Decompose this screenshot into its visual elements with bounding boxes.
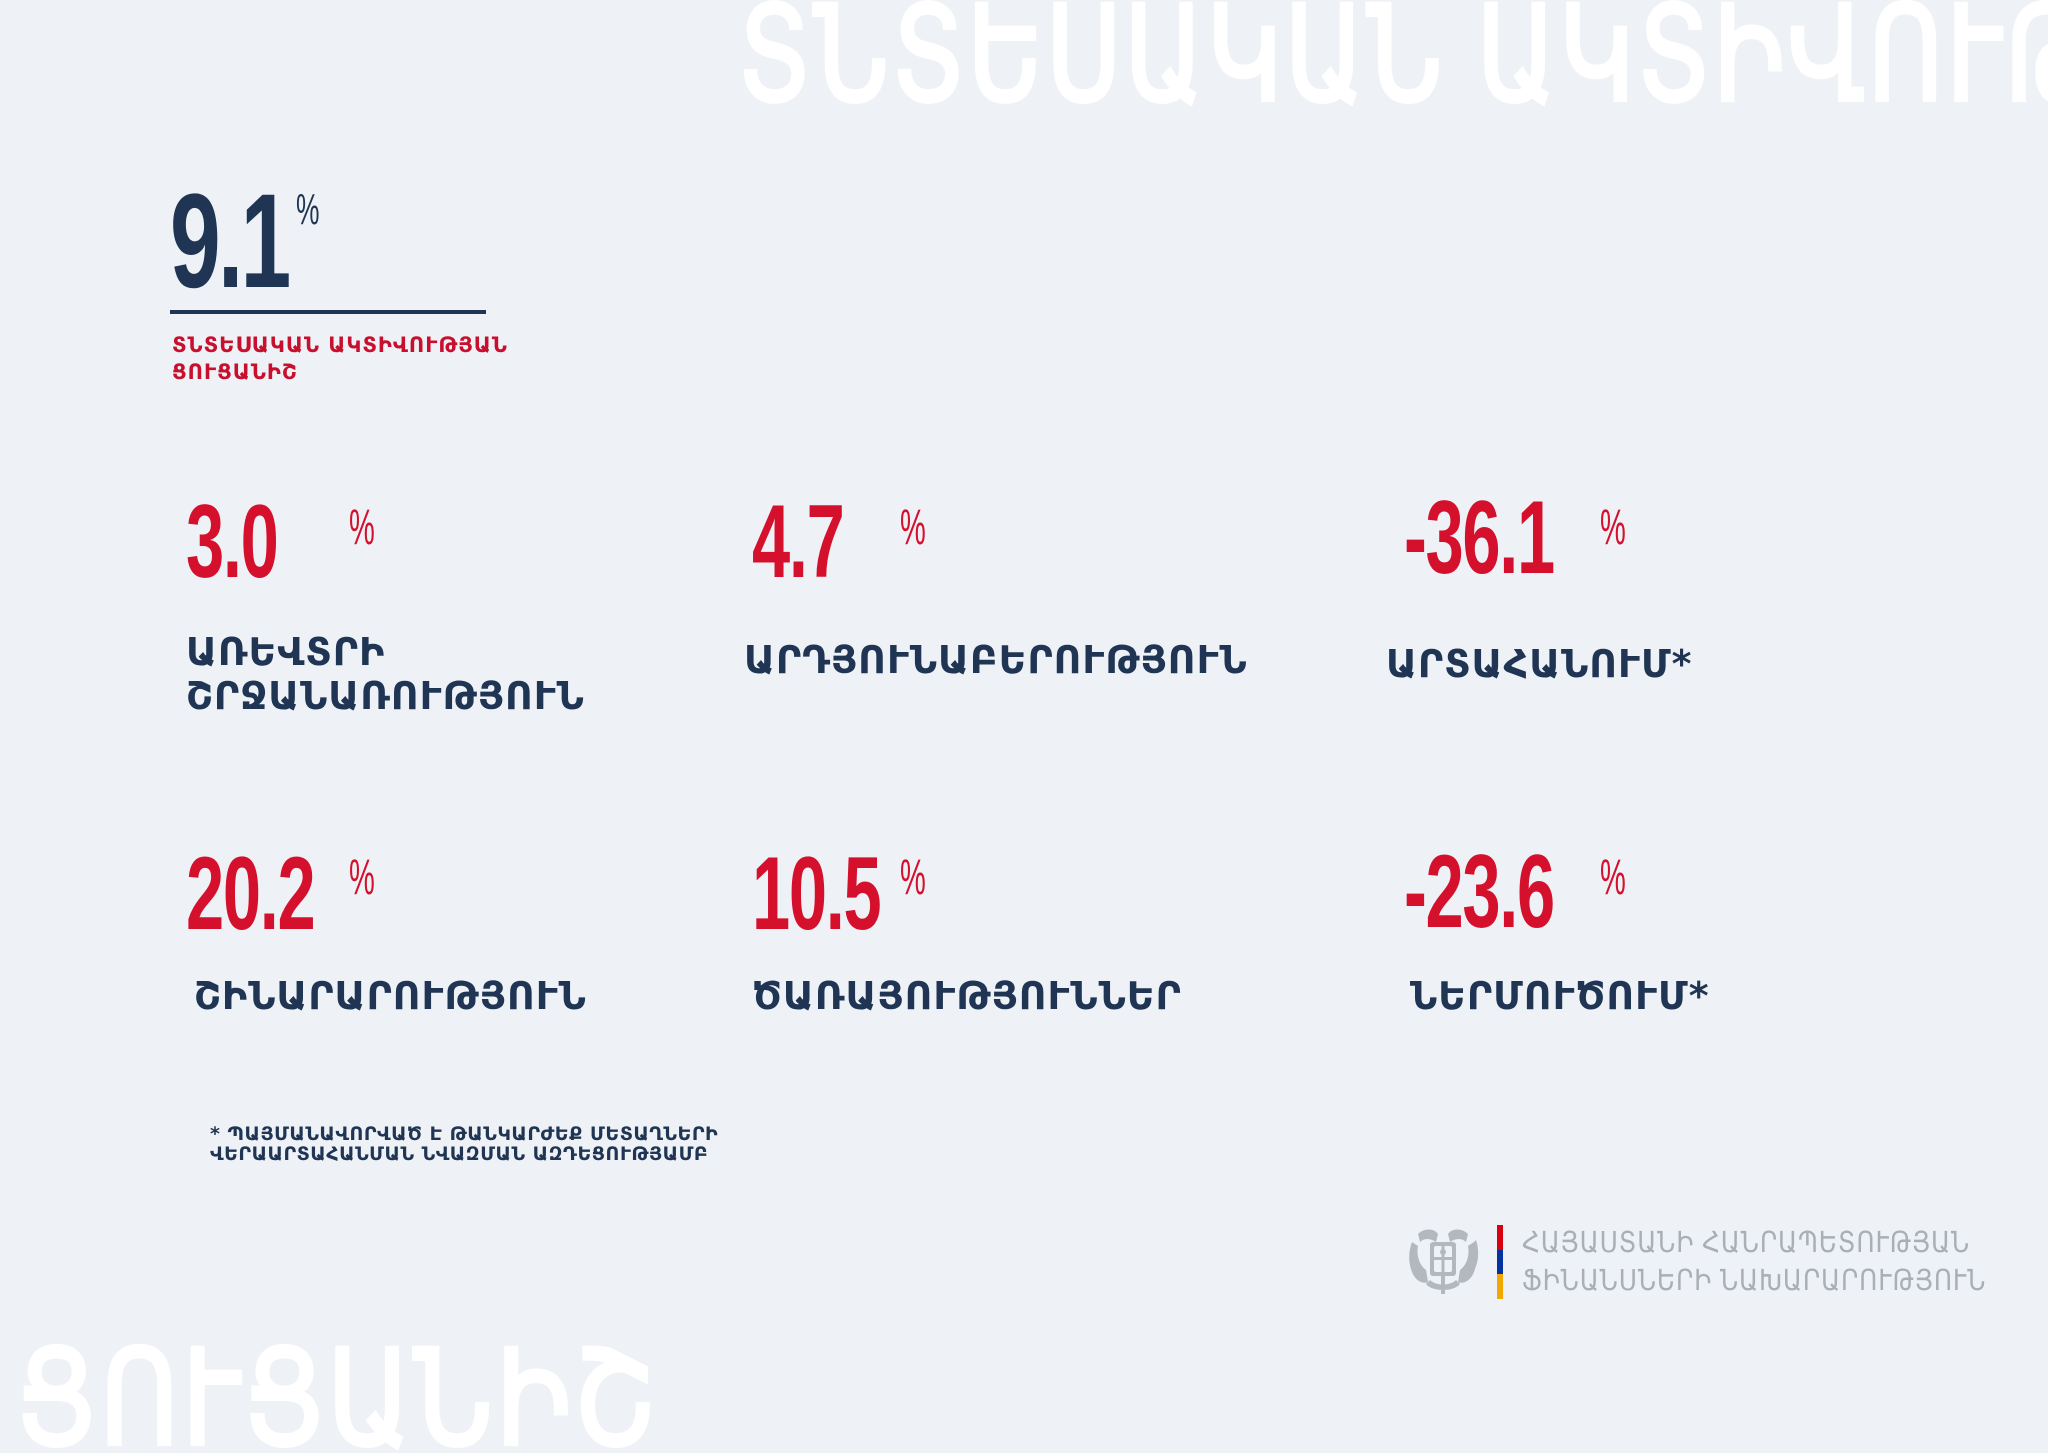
stat-value: 10.5	[752, 836, 882, 952]
stat-retail-turnover: 3.0 % ԱՌԵՎՏՐԻ ՇՐՋԱՆԱՌՈՒԹՅՈՒՆ	[186, 484, 584, 718]
headline-divider	[170, 310, 486, 314]
stat-label: ԱՐԴՅՈՒՆԱԲԵՐՈՒԹՅՈՒՆ	[744, 638, 1248, 682]
stat-exports: -36.1 % ԱՐՏԱՀԱՆՈՒՄ*	[1386, 480, 1691, 686]
headline-indicator: 9.1 %	[170, 175, 344, 309]
coat-of-arms-icon	[1409, 1229, 1479, 1294]
stat-percent-sign: %	[349, 849, 375, 905]
ministry-name: ՀԱՅԱՍՏԱՆԻ ՀԱՆՐԱՊԵՏՈՒԹՅԱՆ ՖԻՆԱՆՍՆԵՐԻ ՆԱԽԱ…	[1522, 1227, 1987, 1297]
stat-construction: 20.2 % ՇԻՆԱՐԱՐՈՒԹՅՈՒՆ	[186, 836, 586, 1018]
stat-value: 20.2	[186, 836, 316, 952]
stat-percent-sign: %	[900, 849, 926, 905]
stat-imports: -23.6 % ՆԵՐՄՈՒԾՈՒՄ*	[1404, 834, 1709, 1018]
stat-services: 10.5 % ԾԱՌԱՅՈՒԹՅՈՒՆՆԵՐ	[752, 836, 1181, 1018]
armenian-flag-bar	[1497, 1225, 1503, 1299]
stat-label: ՆԵՐՄՈՒԾՈՒՄ*	[1410, 974, 1710, 1018]
stat-label: ՇԻՆԱՐԱՐՈՒԹՅՈՒՆ	[194, 974, 587, 1018]
footnote: * ՊԱՅՄԱՆԱՎՈՐՎԱԾ Է ԹԱՆԿԱՐԺԵՔ ՄԵՏԱՂՆԵՐԻ ՎԵ…	[210, 1123, 719, 1165]
stat-percent-sign: %	[1600, 849, 1626, 905]
headline-label: ՏՆՏԵՍԱԿԱՆ ԱԿՏԻՎՈՒԹՅԱՆ ՑՈՒՑԱՆԻՇ	[172, 333, 508, 384]
stat-value: 4.7	[752, 484, 845, 600]
stat-industrial-output: 4.7 % ԱՐԴՅՈՒՆԱԲԵՐՈՒԹՅՈՒՆ	[744, 484, 1247, 682]
stat-percent-sign: %	[1600, 499, 1626, 555]
stat-value: 3.0	[186, 484, 279, 600]
stat-value: -36.1	[1404, 480, 1555, 596]
watermark-title: ՏՆՏԵՍԱԿԱՆ ԱԿՏԻՎՈՒԹՅԱՆ	[738, 0, 2048, 128]
stat-label: ԱՌԵՎՏՐԻ ՇՐՋԱՆԱՌՈՒԹՅՈՒՆ	[186, 630, 585, 718]
watermark-subtitle: ՑՈՒՑԱՆԻՇ	[16, 1325, 660, 1453]
stat-percent-sign: %	[349, 499, 375, 555]
headline-value: 9.1	[170, 167, 291, 316]
ministry-logo: ՀԱՅԱՍՏԱՆԻ ՀԱՆՐԱՊԵՏՈՒԹՅԱՆ ՖԻՆԱՆՍՆԵՐԻ ՆԱԽԱ…	[1404, 1222, 1985, 1302]
stat-label: ԾԱՌԱՅՈՒԹՅՈՒՆՆԵՐ	[752, 974, 1182, 1018]
stat-value: -23.6	[1404, 834, 1555, 950]
stat-label: ԱՐՏԱՀԱՆՈՒՄ*	[1386, 642, 1693, 686]
headline-percent-sign: %	[296, 185, 320, 234]
stat-percent-sign: %	[900, 499, 926, 555]
